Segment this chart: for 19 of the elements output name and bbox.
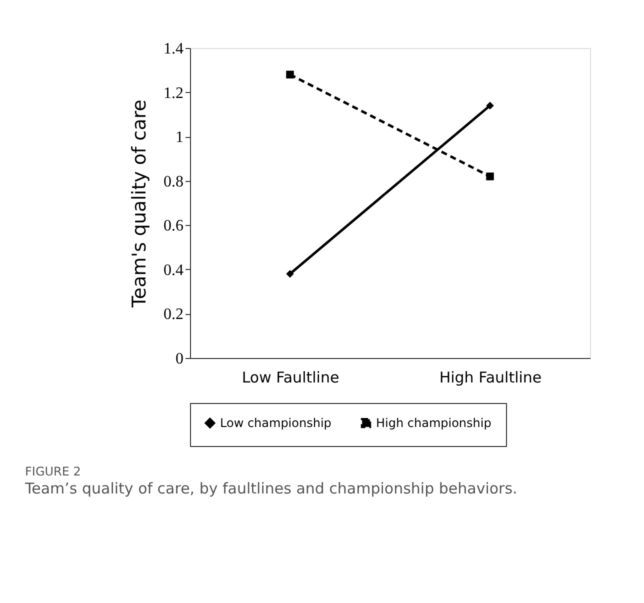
legend-label: Low championship — [220, 416, 332, 430]
legend-label: High championship — [376, 416, 492, 430]
y-tick-label: 0.6 — [164, 218, 184, 235]
y-tick-label: 0.2 — [164, 306, 184, 324]
y-tick-label: 0 — [176, 350, 184, 368]
y-tick-label: 1.2 — [164, 84, 184, 102]
text: Team’s quality of care, by faultlines and championship behaviors. — [24, 480, 518, 498]
point — [286, 70, 294, 78]
y-tick-label: 1 — [176, 129, 184, 146]
y-tick-label: 0.4 — [164, 262, 184, 279]
y-axis-title: Team's quality of care — [128, 100, 150, 308]
y-tick-label: 0.8 — [164, 173, 184, 190]
x-tick-label: High Faultline — [439, 368, 542, 386]
point — [286, 270, 294, 278]
point — [486, 102, 494, 110]
point — [486, 172, 494, 180]
x-tick-label: Low Faultline — [242, 368, 340, 386]
caption: FIGURE 2 — [25, 464, 81, 478]
y-tick-label: 1.4 — [164, 40, 184, 58]
